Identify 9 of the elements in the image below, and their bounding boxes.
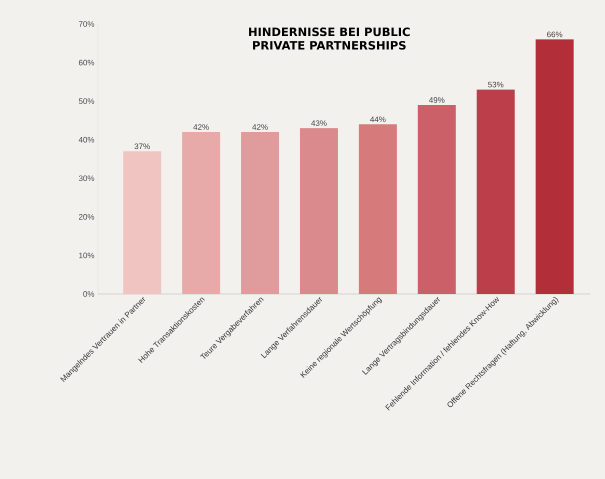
bar bbox=[476, 90, 515, 294]
bar bbox=[418, 105, 456, 294]
bar bbox=[182, 132, 220, 294]
bar bbox=[358, 124, 397, 294]
text: HINDERNISSE BEI PUBLIC PRIVATE PARTNERSHIPS bbox=[249, 28, 410, 50]
bar bbox=[536, 39, 574, 294]
bar bbox=[241, 132, 280, 294]
bar bbox=[300, 128, 338, 294]
bar bbox=[123, 151, 162, 294]
